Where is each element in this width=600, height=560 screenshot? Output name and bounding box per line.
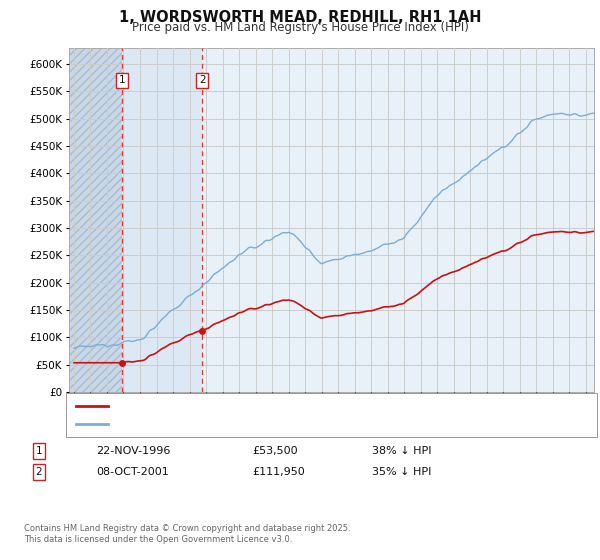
Text: 2: 2 xyxy=(199,75,206,85)
Text: 35% ↓ HPI: 35% ↓ HPI xyxy=(372,467,431,477)
Text: Contains HM Land Registry data © Crown copyright and database right 2025.
This d: Contains HM Land Registry data © Crown c… xyxy=(24,524,350,544)
Text: HPI: Average price, semi-detached house, Reigate and Banstead: HPI: Average price, semi-detached house,… xyxy=(114,419,436,429)
Text: 2: 2 xyxy=(35,467,43,477)
Text: 1: 1 xyxy=(119,75,125,85)
Text: 1, WORDSWORTH MEAD, REDHILL, RH1 1AH: 1, WORDSWORTH MEAD, REDHILL, RH1 1AH xyxy=(119,10,481,25)
Bar xyxy=(122,48,202,392)
Text: 1: 1 xyxy=(35,446,43,456)
Text: Price paid vs. HM Land Registry's House Price Index (HPI): Price paid vs. HM Land Registry's House … xyxy=(131,21,469,34)
Text: £111,950: £111,950 xyxy=(252,467,305,477)
Text: 08-OCT-2001: 08-OCT-2001 xyxy=(96,467,169,477)
Text: 1, WORDSWORTH MEAD, REDHILL, RH1 1AH (semi-detached house): 1, WORDSWORTH MEAD, REDHILL, RH1 1AH (se… xyxy=(114,401,453,411)
Text: 38% ↓ HPI: 38% ↓ HPI xyxy=(372,446,431,456)
Text: £53,500: £53,500 xyxy=(252,446,298,456)
Bar xyxy=(69,48,122,392)
Text: 22-NOV-1996: 22-NOV-1996 xyxy=(96,446,170,456)
